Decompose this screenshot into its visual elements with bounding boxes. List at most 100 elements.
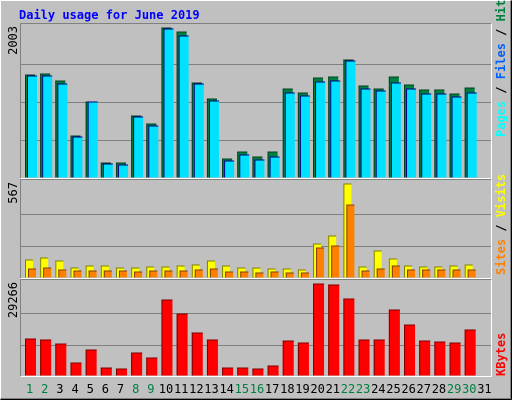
x-tick-label-day-8: 8 (132, 382, 139, 396)
y-max-label-kbytes: 29266 (6, 282, 20, 318)
legend-kbytes: KBytes (494, 333, 508, 376)
bar-sites-day-4 (73, 270, 82, 278)
bar-kbytes-day-18 (282, 340, 294, 376)
legend-sep-3: / (494, 217, 508, 239)
x-tick-label-day-19: 19 (295, 382, 309, 396)
bar-sites-day-25 (391, 265, 400, 278)
bar-files-day-25 (390, 82, 401, 178)
x-tick-label-day-6: 6 (102, 382, 109, 396)
bar-kbytes-day-11 (176, 313, 188, 376)
bar-visits-day-3 (55, 260, 64, 278)
bar-files-day-26 (406, 88, 417, 178)
x-tick-label-day-13: 13 (204, 382, 218, 396)
bar-kbytes-day-19 (297, 342, 309, 376)
legend-hits: Hits (494, 0, 508, 21)
x-tick-label-day-24: 24 (371, 382, 385, 396)
bar-sites-day-16 (255, 272, 264, 278)
panel-sites-visits (20, 179, 492, 279)
legend-sep-2: / (494, 21, 508, 43)
bar-files-day-2 (42, 75, 53, 178)
panel-hits-files-pages (20, 23, 492, 179)
x-tick-label-day-7: 7 (117, 382, 124, 396)
bar-kbytes-day-1 (25, 338, 36, 376)
bar-kbytes-day-27 (419, 340, 431, 376)
bar-sites-day-28 (437, 269, 446, 278)
bar-files-day-4 (72, 136, 83, 178)
bar-sites-day-17 (270, 271, 279, 278)
bar-kbytes-day-9 (146, 357, 158, 376)
x-tick-label-day-1: 1 (26, 382, 33, 396)
bar-sites-day-27 (422, 269, 431, 278)
bar-files-day-28 (436, 93, 447, 178)
bar-files-day-27 (421, 93, 432, 178)
bar-files-day-16 (254, 159, 265, 178)
bar-sites-day-23 (361, 270, 370, 278)
x-tick-label-day-15: 15 (235, 382, 249, 396)
bar-sites-day-21 (331, 245, 340, 278)
legend-sep-1: / (494, 79, 508, 101)
bar-files-day-20 (315, 81, 326, 178)
legend-sites: Sites (494, 239, 508, 275)
x-tick-label-day-27: 27 (417, 382, 431, 396)
bar-sites-day-26 (407, 269, 416, 278)
x-axis-day-labels: 1 2 3 4 5 6 7 8 9 10 11 12 13 14 15 16 17 18 19 20 21 22 23 24 2… (26, 382, 492, 396)
x-tick-label-day-28: 28 (432, 382, 446, 396)
svg-text:Pages / Files / Hits: Pages / Files / Hits (494, 0, 508, 137)
bar-sites-day-22 (346, 204, 355, 278)
x-tick-label-day-25: 25 (386, 382, 400, 396)
y-max-label-hits: 2003 (6, 26, 20, 55)
bar-files-day-3 (57, 83, 68, 178)
x-tick-label-day-9: 9 (147, 382, 154, 396)
bar-kbytes-day-6 (100, 367, 112, 376)
bar-kbytes-day-23 (358, 339, 370, 376)
x-tick-label-day-4: 4 (71, 382, 78, 396)
bar-kbytes-day-13 (206, 339, 218, 376)
bar-kbytes-day-7 (115, 368, 127, 376)
bar-sites-day-11 (179, 270, 188, 278)
bar-files-day-9 (148, 125, 159, 178)
bar-sites-day-2 (43, 267, 52, 278)
bar-kbytes-day-16 (252, 368, 264, 376)
bar-sites-day-15 (240, 271, 249, 278)
bar-files-day-21 (330, 80, 341, 178)
bar-sites-day-3 (58, 269, 67, 278)
bar-files-day-23 (360, 88, 371, 178)
bar-sites-day-5 (88, 270, 97, 278)
bar-sites-day-20 (316, 247, 325, 278)
x-tick-label-day-10: 10 (159, 382, 173, 396)
bar-kbytes-day-29 (449, 342, 461, 376)
bar-kbytes-day-26 (404, 324, 416, 376)
bar-sites-day-10 (164, 270, 173, 278)
bar-kbytes-day-20 (313, 283, 325, 376)
x-tick-label-day-31: 31 (477, 382, 491, 396)
bar-sites-day-18 (285, 272, 294, 278)
x-tick-label-day-16: 16 (250, 382, 264, 396)
bar-kbytes-day-28 (434, 341, 446, 376)
bar-files-day-18 (284, 92, 295, 178)
svg-text:KBytes: KBytes (494, 333, 508, 376)
bar-files-day-5 (87, 101, 98, 178)
x-tick-label-day-26: 26 (401, 382, 415, 396)
x-tick-label-day-20: 20 (310, 382, 324, 396)
bar-files-day-10 (163, 28, 174, 178)
x-tick-label-day-23: 23 (356, 382, 370, 396)
bar-kbytes-day-30 (464, 329, 476, 376)
bar-kbytes-day-8 (131, 352, 143, 376)
chart-title: Daily usage for June 2019 (19, 8, 200, 22)
bar-sites-day-24 (376, 268, 385, 278)
panel-background (20, 179, 492, 279)
legend-pages: Pages (494, 101, 508, 137)
bar-kbytes-day-4 (70, 362, 82, 376)
x-tick-label-day-2: 2 (41, 382, 48, 396)
x-tick-label-day-11: 11 (174, 382, 188, 396)
bar-sites-day-1 (28, 268, 36, 278)
bar-kbytes-day-14 (222, 367, 234, 376)
x-tick-label-day-5: 5 (87, 382, 94, 396)
bar-sites-day-14 (225, 271, 234, 278)
bar-kbytes-day-21 (328, 284, 340, 376)
bar-visits-day-24 (373, 250, 382, 278)
bar-kbytes-day-17 (267, 365, 279, 376)
bar-kbytes-day-12 (191, 332, 203, 376)
bar-files-day-30 (466, 92, 477, 178)
